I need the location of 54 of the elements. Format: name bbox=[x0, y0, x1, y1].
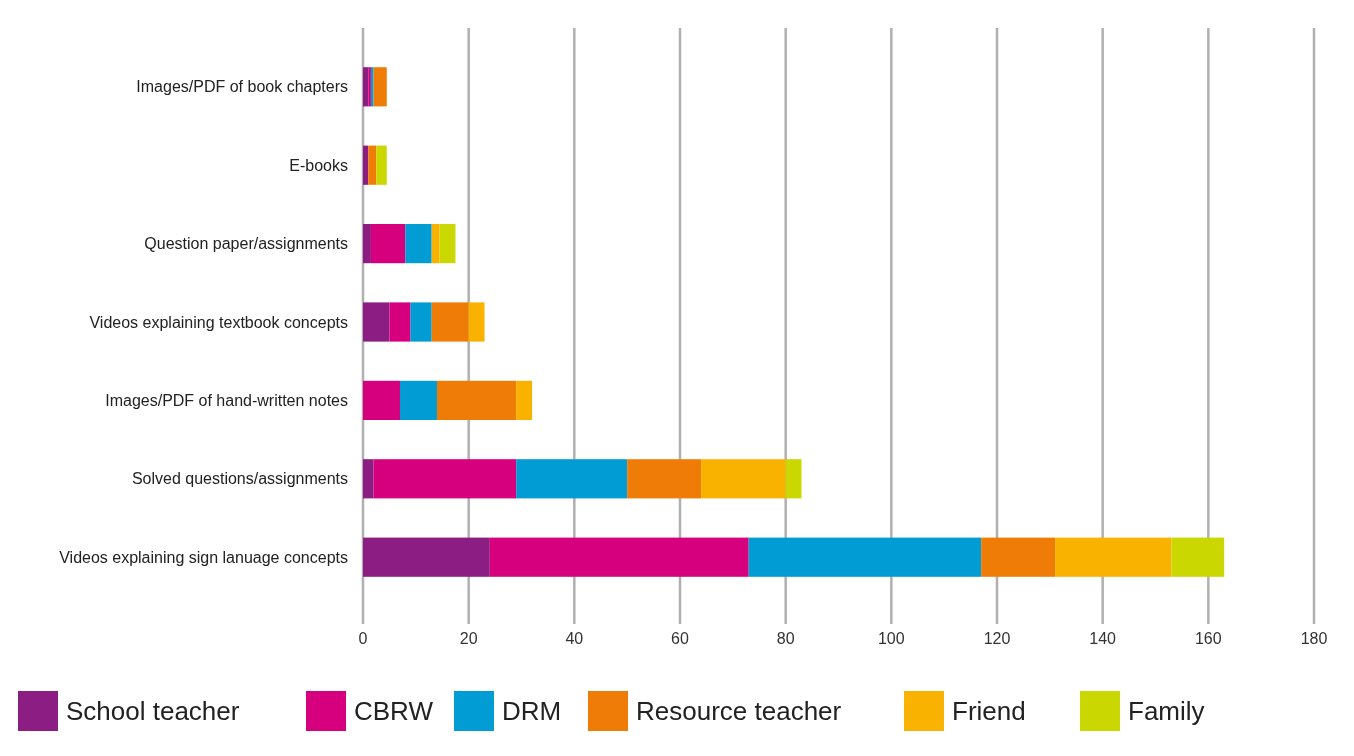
y-tick-label: E-books bbox=[289, 156, 348, 174]
y-tick-label: Videos explaining textbook concepts bbox=[89, 313, 348, 331]
x-tick-label: 180 bbox=[1300, 630, 1328, 647]
bar bbox=[399, 380, 437, 420]
x-tick-label: 120 bbox=[983, 630, 1011, 647]
legend-label: DRM bbox=[502, 696, 562, 727]
x-tick-label: 100 bbox=[877, 630, 905, 647]
y-tick-label: Images/PDF of book chapters bbox=[136, 78, 348, 96]
bar bbox=[431, 302, 469, 342]
legend-label: Resource teacher bbox=[636, 696, 842, 727]
y-tick-label: Question paper/assignments bbox=[144, 235, 348, 253]
x-tick-label: 20 bbox=[459, 630, 478, 647]
y-tick-label: Images/PDF of hand-written notes bbox=[105, 392, 348, 409]
bar bbox=[363, 537, 490, 577]
y-tick-label: Videos explaining sign lanuage concepts bbox=[59, 548, 348, 566]
legend-label: Family bbox=[1128, 696, 1205, 727]
bar bbox=[363, 224, 371, 264]
x-tick-label: 0 bbox=[358, 630, 368, 647]
bar bbox=[489, 537, 749, 577]
bar bbox=[373, 67, 387, 107]
bar bbox=[368, 145, 377, 185]
x-tick-label: 160 bbox=[1194, 630, 1222, 647]
bar bbox=[373, 459, 517, 499]
legend-label: School teacher bbox=[66, 696, 240, 727]
bar bbox=[363, 145, 369, 185]
bar bbox=[410, 302, 432, 342]
bar bbox=[439, 224, 456, 264]
bar bbox=[389, 302, 411, 342]
bar bbox=[516, 380, 533, 420]
x-tick-label: 140 bbox=[1089, 630, 1117, 647]
bar bbox=[701, 459, 786, 499]
bar bbox=[363, 67, 369, 107]
bar bbox=[431, 224, 440, 264]
x-tick-label: 80 bbox=[776, 630, 795, 647]
bar bbox=[363, 380, 400, 420]
bar bbox=[376, 145, 387, 185]
bar bbox=[363, 302, 390, 342]
bar bbox=[370, 224, 406, 264]
bar bbox=[468, 302, 485, 342]
bar bbox=[405, 224, 432, 264]
bar bbox=[1055, 537, 1172, 577]
legend-label: CBRW bbox=[354, 696, 434, 727]
bar bbox=[748, 537, 982, 577]
legend-label: Friend bbox=[952, 696, 1026, 727]
bar bbox=[981, 537, 1056, 577]
bar bbox=[785, 459, 802, 499]
bar bbox=[627, 459, 702, 499]
x-tick-label: 60 bbox=[671, 630, 689, 647]
x-tick-label: 40 bbox=[565, 630, 584, 647]
bar bbox=[436, 380, 517, 420]
y-tick-label: Solved questions/assignments bbox=[131, 470, 348, 488]
bar bbox=[516, 459, 628, 499]
bar bbox=[363, 459, 374, 499]
bar bbox=[1171, 537, 1225, 577]
